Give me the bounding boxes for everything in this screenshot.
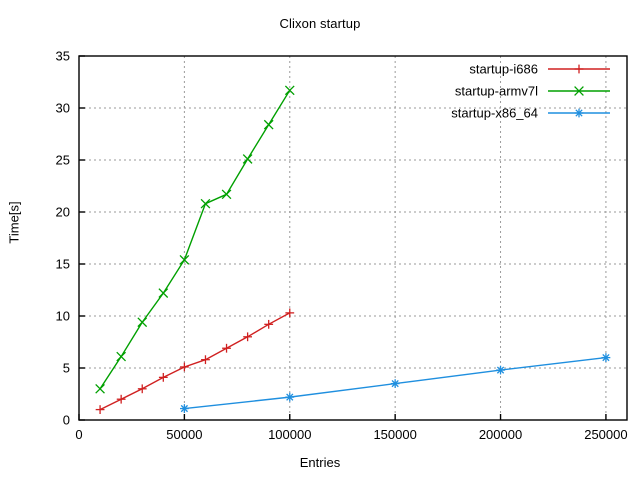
series-startup-armv7l bbox=[95, 85, 295, 394]
data-point bbox=[158, 372, 168, 382]
data-point bbox=[496, 365, 505, 375]
data-point bbox=[222, 343, 231, 353]
data-point bbox=[179, 362, 189, 372]
legend-marker-startup-armv7l bbox=[574, 86, 584, 96]
x-tick-label: 0 bbox=[75, 427, 82, 442]
data-point bbox=[263, 119, 274, 130]
x-tick-label: 250000 bbox=[584, 427, 627, 442]
data-point bbox=[179, 404, 189, 413]
x-axis-label: Entries bbox=[299, 455, 341, 470]
data-series-layer bbox=[95, 85, 611, 414]
axis-ticks: 0 5 10 15 20 25 30 35 0 50000 100000 150000 200000 25… bbox=[56, 49, 628, 443]
data-point bbox=[179, 254, 190, 265]
chart-legend: startup-i686 startup-armv7l startup-x86_64 bbox=[451, 62, 610, 121]
series-startup-x86_64 bbox=[179, 353, 611, 413]
y-tick-label: 15 bbox=[56, 257, 70, 272]
data-point bbox=[137, 317, 148, 328]
plot-border bbox=[78, 55, 628, 421]
data-point bbox=[242, 154, 253, 164]
legend-marker-startup-i686 bbox=[574, 64, 584, 74]
x-tick-label: 100000 bbox=[268, 427, 311, 442]
x-tick-label: 150000 bbox=[373, 427, 416, 442]
series-line bbox=[99, 312, 291, 411]
data-point bbox=[116, 394, 126, 404]
series-startup-i686 bbox=[95, 308, 295, 414]
data-point bbox=[95, 405, 105, 414]
y-tick-label: 30 bbox=[56, 101, 70, 116]
y-tick-label: 25 bbox=[56, 153, 70, 168]
x-tick-label: 50000 bbox=[166, 427, 202, 442]
data-point bbox=[284, 85, 295, 96]
data-point bbox=[116, 351, 127, 362]
x-tick-label: 200000 bbox=[479, 427, 522, 442]
plot-frame bbox=[78, 55, 628, 421]
y-tick-label: 20 bbox=[56, 205, 70, 220]
data-point bbox=[601, 353, 611, 362]
data-point bbox=[285, 308, 295, 318]
data-point bbox=[201, 355, 210, 365]
data-point bbox=[390, 379, 400, 388]
data-point bbox=[243, 332, 253, 342]
data-point bbox=[158, 288, 169, 298]
chart-title: Clixon startup bbox=[279, 16, 361, 31]
legend-label-startup-i686: startup-i686 bbox=[469, 62, 538, 77]
data-point bbox=[264, 319, 274, 329]
data-point bbox=[137, 384, 147, 394]
y-tick-label: 0 bbox=[63, 413, 70, 428]
y-tick-label: 5 bbox=[63, 361, 70, 376]
grid-lines bbox=[79, 56, 627, 420]
legend-label-startup-x86_64: startup-x86_64 bbox=[451, 106, 538, 121]
legend-marker-startup-x86_64 bbox=[574, 108, 584, 118]
y-tick-label: 35 bbox=[56, 49, 70, 64]
data-point bbox=[285, 392, 295, 402]
legend-label-startup-armv7l: startup-armv7l bbox=[455, 84, 538, 99]
data-point bbox=[95, 383, 105, 394]
series-line bbox=[99, 89, 291, 390]
data-point bbox=[200, 198, 211, 209]
data-point bbox=[221, 189, 232, 200]
y-tick-label: 10 bbox=[56, 309, 70, 324]
